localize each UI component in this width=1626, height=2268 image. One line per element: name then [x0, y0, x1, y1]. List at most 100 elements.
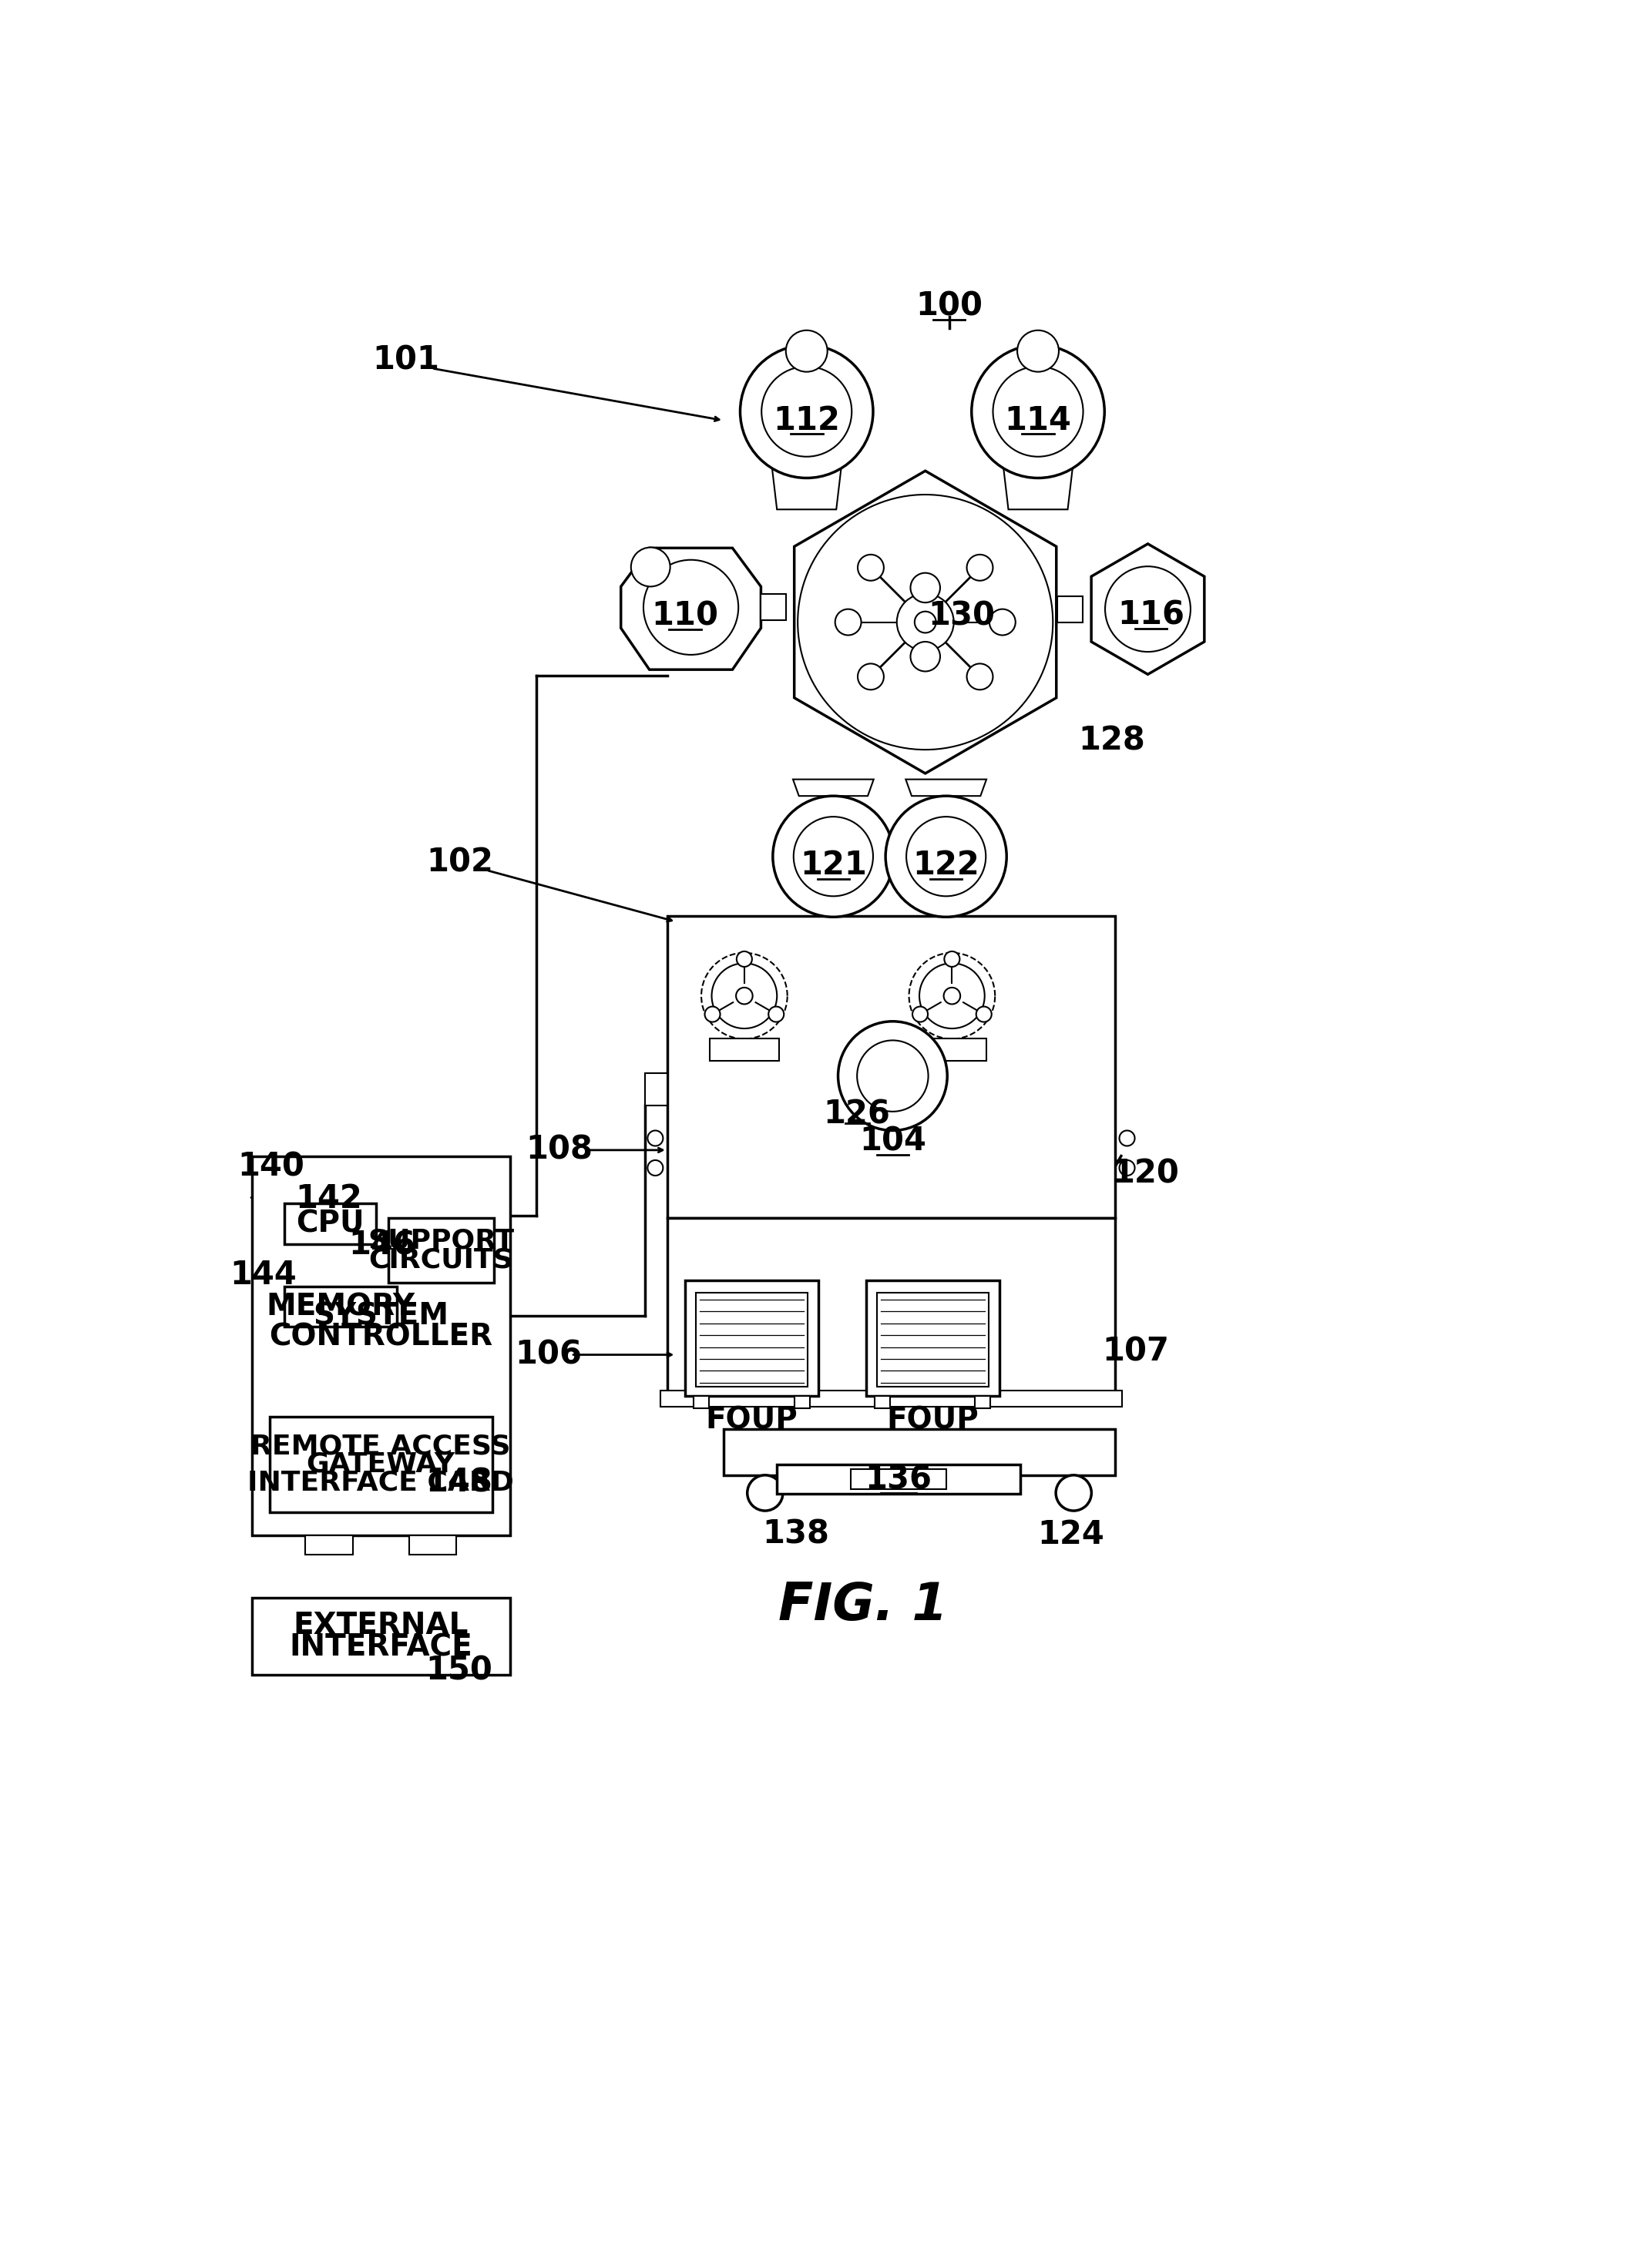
Bar	[976, 1397, 990, 1408]
Polygon shape	[793, 780, 873, 796]
Text: REMOTE ACCESS: REMOTE ACCESS	[250, 1433, 511, 1461]
Text: GATEWAY: GATEWAY	[306, 1452, 455, 1476]
Bar	[252, 1157, 511, 1535]
Circle shape	[989, 610, 1016, 635]
Circle shape	[967, 556, 993, 581]
Polygon shape	[1057, 596, 1083, 621]
Text: 128: 128	[1078, 723, 1145, 758]
Bar	[667, 1218, 1115, 1397]
Bar	[850, 1470, 946, 1490]
Circle shape	[761, 367, 852, 456]
Bar	[270, 1418, 493, 1513]
Bar	[685, 1281, 818, 1397]
Circle shape	[914, 612, 937, 633]
Circle shape	[793, 816, 873, 896]
Polygon shape	[793, 472, 1057, 773]
Circle shape	[772, 796, 894, 916]
Text: EXTERNAL: EXTERNAL	[293, 1610, 468, 1640]
Text: FOUP: FOUP	[886, 1406, 979, 1436]
Bar	[660, 1390, 1122, 1406]
Circle shape	[886, 796, 1006, 916]
Bar	[876, 1293, 989, 1386]
Circle shape	[857, 1041, 928, 1111]
Text: FOUP: FOUP	[706, 1406, 798, 1436]
Text: 114: 114	[1005, 404, 1072, 438]
Text: CIRCUITS: CIRCUITS	[369, 1247, 514, 1272]
Circle shape	[857, 556, 885, 581]
Polygon shape	[906, 780, 987, 796]
Polygon shape	[621, 549, 761, 669]
Text: INTERFACE: INTERFACE	[289, 1633, 472, 1662]
Bar	[285, 1204, 377, 1243]
Circle shape	[1106, 567, 1190, 651]
Circle shape	[857, 665, 885, 689]
Circle shape	[967, 665, 993, 689]
Circle shape	[769, 1007, 784, 1023]
Text: CONTROLLER: CONTROLLER	[268, 1322, 493, 1352]
Text: CPU: CPU	[296, 1209, 364, 1238]
Text: 136: 136	[865, 1463, 932, 1495]
Bar	[644, 1073, 667, 1105]
Circle shape	[906, 816, 985, 896]
Circle shape	[647, 1161, 663, 1175]
Text: SYSTEM: SYSTEM	[312, 1302, 449, 1331]
Circle shape	[945, 950, 959, 966]
Circle shape	[911, 642, 940, 671]
Text: 108: 108	[525, 1134, 593, 1166]
Circle shape	[1055, 1474, 1091, 1510]
Text: 100: 100	[915, 290, 982, 322]
Circle shape	[740, 345, 873, 479]
Circle shape	[972, 345, 1104, 479]
Circle shape	[644, 560, 738, 655]
Text: 126: 126	[824, 1098, 891, 1132]
Bar	[306, 1535, 353, 1554]
Bar	[917, 1039, 987, 1061]
Bar	[285, 1286, 397, 1327]
Bar	[711, 1039, 779, 1061]
Text: 121: 121	[800, 848, 867, 882]
Circle shape	[737, 987, 753, 1005]
Bar	[875, 1397, 891, 1408]
Text: 106: 106	[515, 1338, 582, 1370]
Circle shape	[836, 610, 862, 635]
Polygon shape	[1003, 458, 1073, 510]
Circle shape	[993, 367, 1083, 456]
Circle shape	[837, 1021, 948, 1129]
Text: 142: 142	[296, 1182, 363, 1216]
Bar	[252, 1599, 511, 1676]
Text: 107: 107	[1102, 1336, 1169, 1368]
Circle shape	[704, 1007, 720, 1023]
Text: 138: 138	[763, 1517, 829, 1551]
Polygon shape	[761, 594, 785, 621]
Circle shape	[785, 331, 828, 372]
Text: MEMORY: MEMORY	[267, 1293, 415, 1322]
Text: FIG. 1: FIG. 1	[779, 1581, 948, 1631]
Circle shape	[976, 1007, 992, 1023]
Text: 112: 112	[772, 404, 841, 438]
Bar	[867, 1281, 1000, 1397]
Bar	[667, 916, 1115, 1218]
Text: 102: 102	[426, 846, 493, 878]
Circle shape	[1018, 331, 1059, 372]
Circle shape	[1119, 1161, 1135, 1175]
Text: 110: 110	[652, 601, 719, 633]
Circle shape	[748, 1474, 782, 1510]
Text: 120: 120	[1112, 1157, 1179, 1191]
Bar	[793, 1397, 810, 1408]
Circle shape	[631, 547, 670, 587]
Text: 140: 140	[237, 1150, 304, 1184]
Circle shape	[919, 964, 985, 1027]
Text: SUPPORT: SUPPORT	[367, 1227, 514, 1254]
Polygon shape	[771, 458, 842, 510]
Text: 116: 116	[1117, 599, 1184, 631]
Circle shape	[1119, 1129, 1135, 1145]
Text: 101: 101	[372, 345, 439, 376]
Circle shape	[798, 494, 1054, 751]
Text: 104: 104	[859, 1125, 927, 1157]
Bar	[389, 1218, 494, 1281]
Bar	[694, 1397, 709, 1408]
Bar	[696, 1293, 808, 1386]
Bar	[724, 1429, 1115, 1474]
Circle shape	[737, 950, 753, 966]
Bar	[777, 1465, 1020, 1495]
